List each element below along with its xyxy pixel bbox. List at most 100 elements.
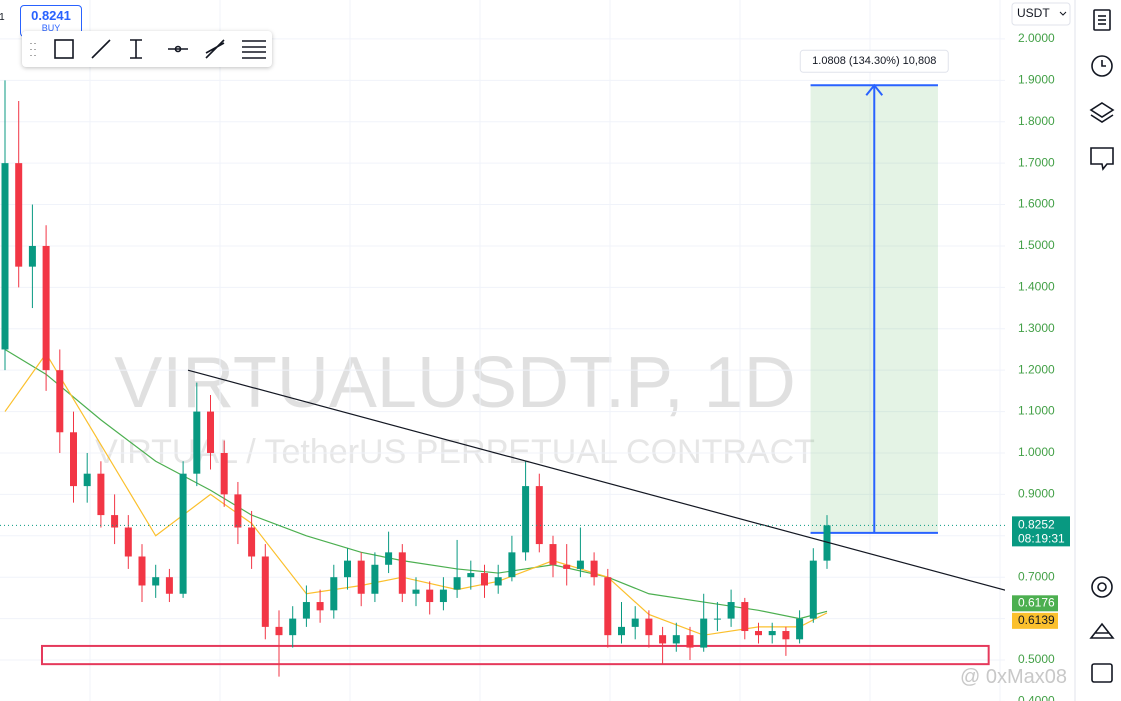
- candle-body: [645, 618, 653, 636]
- icon-chat[interactable]: [1090, 147, 1114, 171]
- y-tick-label: 0.4000: [1018, 694, 1055, 701]
- tool-channel[interactable]: [205, 39, 225, 59]
- candle-body: [357, 560, 365, 594]
- candle-body: [796, 618, 804, 640]
- candle-body: [165, 577, 173, 594]
- candle-body: [344, 560, 351, 578]
- last-price-label: 0.8252: [1018, 518, 1055, 532]
- icon-list[interactable]: [1093, 9, 1111, 31]
- candle-body: [604, 577, 612, 636]
- y-tick-label: 1.6000: [1018, 197, 1055, 211]
- candle-body: [248, 527, 256, 557]
- y-tick-label: 1.5000: [1018, 238, 1055, 252]
- measure-label: 1.0808 (134.30%) 10,808: [812, 55, 936, 67]
- buy-label: BUY: [41, 23, 61, 33]
- candle-body: [576, 560, 584, 569]
- symbol-fragment: 001: [0, 12, 5, 23]
- candle-body: [111, 515, 119, 528]
- currency-select[interactable]: [1011, 2, 1071, 26]
- measure-label-box: [799, 49, 949, 73]
- candle-body: [659, 635, 667, 644]
- plot-area: VIRTUALUSDT.P, 1D VIRTUAL / TetherUS PER…: [0, 0, 1005, 701]
- candle-body: [741, 602, 749, 632]
- candle-body: [70, 432, 77, 487]
- candle-body: [302, 602, 310, 619]
- candle-body: [618, 626, 625, 636]
- candle-body: [727, 602, 735, 619]
- y-tick-label: 1.4000: [1018, 280, 1055, 294]
- countdown-label: 08:19:31: [1018, 532, 1065, 546]
- ma-price-box: [1012, 595, 1058, 612]
- candle-body: [289, 618, 297, 636]
- candle-body: [124, 527, 132, 557]
- candle-body: [56, 370, 64, 433]
- ma-price-box: [1012, 612, 1058, 629]
- toolbar-icons[interactable]: [1089, 9, 1115, 683]
- drawing-tools: [30, 39, 266, 59]
- icon-ideas[interactable]: [1089, 622, 1115, 639]
- icon-layers[interactable]: [1089, 102, 1115, 123]
- y-tick-label: 1.7000: [1018, 155, 1055, 169]
- y-tick-label: 0.7000: [1018, 569, 1055, 583]
- tool-rectangle[interactable]: [54, 39, 74, 59]
- candle-body: [467, 573, 475, 578]
- y-tick-label: 1.8000: [1018, 114, 1055, 128]
- candle-body: [426, 589, 434, 603]
- candle-body: [15, 163, 23, 267]
- last-price-box: [1012, 516, 1070, 547]
- candle-body: [385, 552, 393, 565]
- y-tick-label: 0.9000: [1018, 487, 1055, 501]
- dropdown-arrow: [1059, 11, 1067, 16]
- candle-body: [398, 552, 406, 594]
- candle-body: [508, 552, 516, 578]
- candle-body: [138, 556, 146, 586]
- candle-body: [207, 411, 214, 453]
- candle-body: [823, 525, 831, 561]
- y-tick-label: 1.2000: [1018, 362, 1055, 376]
- drawing-toolbar: [22, 31, 272, 67]
- ma-price-label: 0.6176: [1018, 595, 1055, 609]
- candle-body: [275, 626, 283, 636]
- candle-body: [412, 589, 420, 594]
- candle-body: [371, 564, 379, 594]
- candle-body: [481, 573, 488, 586]
- candle-body: [563, 564, 571, 569]
- candle-body: [152, 577, 160, 586]
- candle-body: [193, 411, 201, 474]
- candle-body: [631, 618, 639, 627]
- candle-body: [494, 577, 502, 586]
- icon-target[interactable]: [1091, 576, 1113, 598]
- tool-text[interactable]: [130, 39, 142, 59]
- candle-body: [179, 473, 187, 594]
- credit: @ 0xMax08: [960, 666, 1068, 688]
- candle-body: [220, 452, 228, 495]
- candle-body: [809, 560, 817, 619]
- candle-body: [316, 602, 324, 611]
- candle-body: [755, 631, 762, 636]
- candle-body: [590, 560, 598, 578]
- candle-body: [713, 618, 721, 620]
- ma-price-label: 0.6139: [1018, 613, 1055, 627]
- icon-calendar[interactable]: [1091, 663, 1113, 683]
- candle-body: [522, 486, 530, 553]
- candle-body: [97, 473, 105, 516]
- watermark-subtitle: VIRTUAL / TetherUS PERPETUAL CONTRACT: [95, 433, 815, 471]
- candle-body: [234, 494, 242, 528]
- candle-body: [535, 486, 543, 545]
- candle-body: [768, 631, 776, 636]
- candle-body: [330, 577, 338, 611]
- candle-body: [261, 556, 269, 627]
- y-tick-label: 1.1000: [1018, 404, 1055, 418]
- y-tick-label: 1.3000: [1018, 321, 1055, 335]
- right-toolbar: [1075, 0, 1121, 701]
- tool-fib[interactable]: [242, 40, 266, 59]
- y-tick-label: 1.9000: [1018, 72, 1055, 86]
- candle-body: [83, 473, 91, 487]
- candle-body: [28, 245, 36, 267]
- support-zone: [40, 644, 990, 666]
- candle-body: [453, 577, 461, 590]
- icon-alarm[interactable]: [1091, 55, 1113, 77]
- tool-trendline[interactable]: [91, 39, 111, 59]
